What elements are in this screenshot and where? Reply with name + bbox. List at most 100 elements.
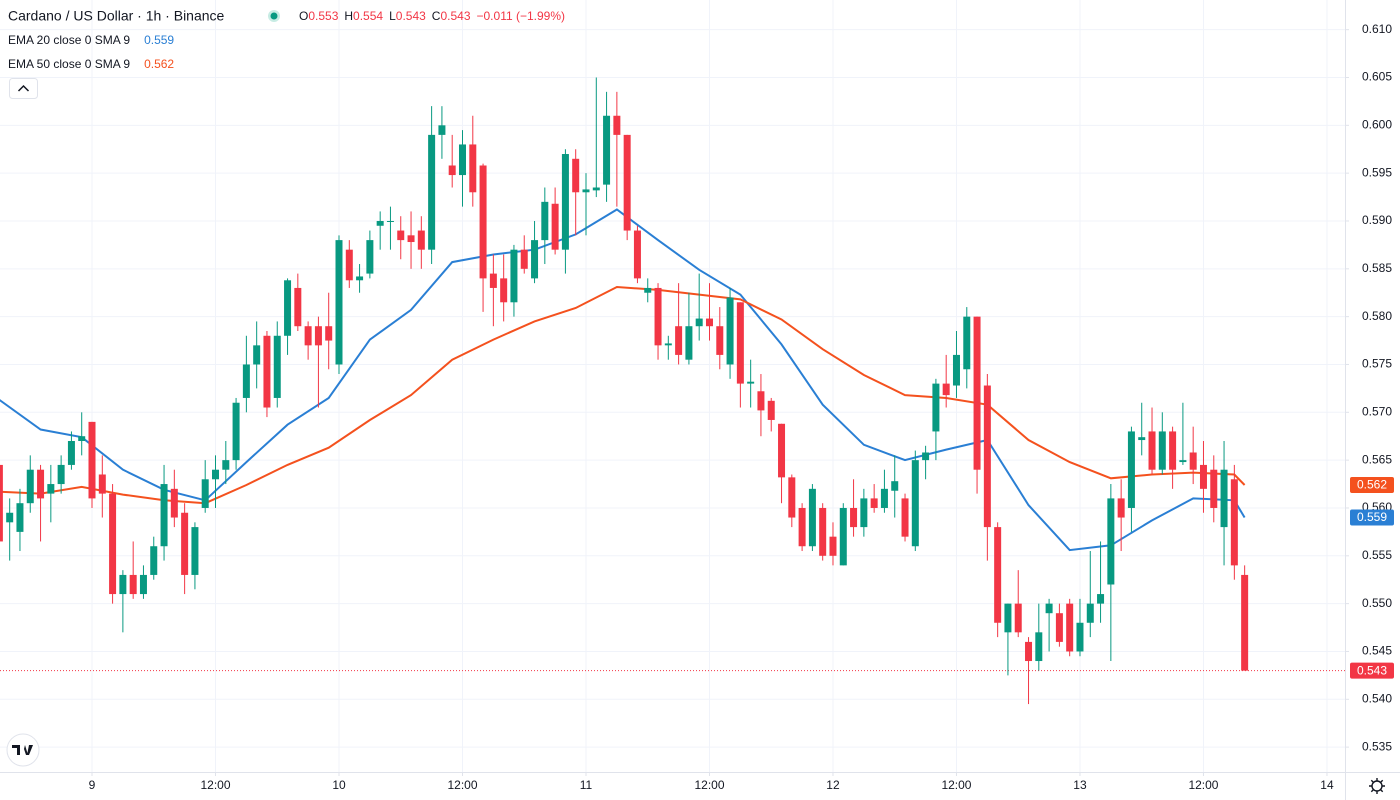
- candle-body: [994, 527, 1002, 623]
- candle-body: [839, 507, 847, 566]
- ohlc-label: C: [432, 9, 441, 23]
- last-price-tag: 0.543: [1357, 663, 1387, 677]
- candle-body: [726, 297, 734, 365]
- candle-body: [160, 484, 168, 547]
- candle-body: [1199, 464, 1207, 489]
- legend-value: 0.559: [144, 33, 174, 47]
- ohlc-row: O0.553 H0.554 L0.543 C0.543 −0.011 (−1.99%): [299, 9, 565, 23]
- candle-body: [1230, 479, 1238, 566]
- y-tick-label: 0.585: [1362, 261, 1392, 275]
- candle-body: [541, 201, 549, 241]
- candle-body: [78, 436, 86, 442]
- settings-button[interactable]: [1369, 778, 1385, 794]
- candle-body: [808, 488, 816, 547]
- x-tick-label: 10: [332, 778, 346, 792]
- candle-body: [603, 115, 611, 185]
- ohlc-value: 0.553: [308, 9, 338, 23]
- candle-body: [284, 280, 292, 336]
- y-tick-label: 0.610: [1362, 22, 1392, 36]
- ohlc-label: L: [389, 9, 396, 23]
- candle-body: [1086, 603, 1094, 623]
- candle-body: [767, 400, 775, 420]
- candle-body: [273, 335, 281, 398]
- y-tick-label: 0.600: [1362, 117, 1392, 131]
- candle-body: [757, 391, 765, 411]
- y-tick-label: 0.545: [1362, 644, 1392, 658]
- legend-name: EMA 50 close 0 SMA 9: [8, 57, 130, 71]
- candle-body: [1107, 498, 1115, 585]
- chart-title: Cardano / US Dollar · 1h · Binance: [8, 8, 225, 24]
- candle-body: [88, 421, 96, 499]
- candle-body: [325, 326, 333, 341]
- candle-body: [386, 220, 394, 222]
- tv-logo-ring[interactable]: [6, 733, 40, 767]
- candle-body: [212, 469, 220, 480]
- ohlc-change: −0.011 (−1.99%): [477, 9, 566, 23]
- candle-body: [664, 343, 672, 346]
- candle-body: [819, 507, 827, 556]
- candle-body: [479, 165, 487, 279]
- candle-body: [304, 326, 312, 346]
- candle-body: [181, 512, 189, 575]
- candle-body: [1158, 431, 1166, 470]
- candle-body: [685, 326, 693, 360]
- candle-body: [376, 220, 384, 226]
- candle-body: [191, 527, 199, 575]
- ema-price-tag-box: [1350, 477, 1394, 494]
- candle-body: [1241, 574, 1249, 671]
- candle-body: [952, 354, 960, 386]
- x-tick-label: 14: [1320, 778, 1334, 792]
- candle-body: [1127, 431, 1135, 508]
- candle-body: [798, 507, 806, 547]
- candle-body: [932, 383, 940, 432]
- candle-body: [922, 452, 930, 461]
- ema-price-tag-box: [1350, 509, 1394, 526]
- ema-price-tag: 0.559: [1357, 510, 1387, 524]
- candle-body: [356, 276, 364, 281]
- candles: [0, 77, 1249, 705]
- candle-body: [531, 240, 539, 279]
- y-tick-label: 0.575: [1362, 357, 1392, 371]
- candle-body: [1117, 498, 1125, 518]
- candle-body: [983, 385, 991, 528]
- candle-body: [1076, 622, 1084, 652]
- candle-body: [510, 249, 518, 303]
- candle-body: [788, 477, 796, 518]
- ema-line: [0, 208, 1246, 552]
- candle-body: [520, 249, 528, 269]
- candle-body: [644, 287, 652, 293]
- y-tick-label: 0.595: [1362, 165, 1392, 179]
- candle-body: [57, 464, 65, 485]
- candle-body: [891, 481, 899, 491]
- candle-body: [860, 498, 868, 528]
- last-price-tag-box: [1350, 662, 1394, 679]
- candle-body: [1169, 431, 1177, 470]
- candle-body: [582, 189, 590, 193]
- candle-body: [592, 187, 600, 191]
- collapse-button[interactable]: [9, 78, 38, 99]
- candle-body: [1220, 469, 1228, 528]
- candle-body: [47, 484, 55, 494]
- y-tick-label: 0.565: [1362, 452, 1392, 466]
- candle-body: [1004, 603, 1012, 633]
- tv-logo[interactable]: [6, 733, 40, 767]
- x-tick-label: 9: [89, 778, 96, 792]
- candle-body: [37, 469, 45, 499]
- candle-body: [829, 536, 837, 556]
- candle-body: [623, 134, 631, 231]
- candle-body: [397, 230, 405, 241]
- candle-body: [1045, 603, 1053, 614]
- candle-body: [1179, 460, 1187, 463]
- candle-body: [314, 326, 322, 346]
- x-tick-label: 12: [826, 778, 840, 792]
- candle-body: [232, 402, 240, 461]
- candle-body: [963, 316, 971, 370]
- candle-body: [778, 423, 786, 478]
- x-tick-label: 12:00: [447, 778, 477, 792]
- candle-body: [489, 273, 497, 288]
- candle-body: [448, 165, 456, 176]
- candle-body: [294, 287, 302, 327]
- settings-gear[interactable]: [1371, 780, 1383, 792]
- collapse-button-box[interactable]: [9, 78, 38, 99]
- candle-body: [1097, 594, 1105, 604]
